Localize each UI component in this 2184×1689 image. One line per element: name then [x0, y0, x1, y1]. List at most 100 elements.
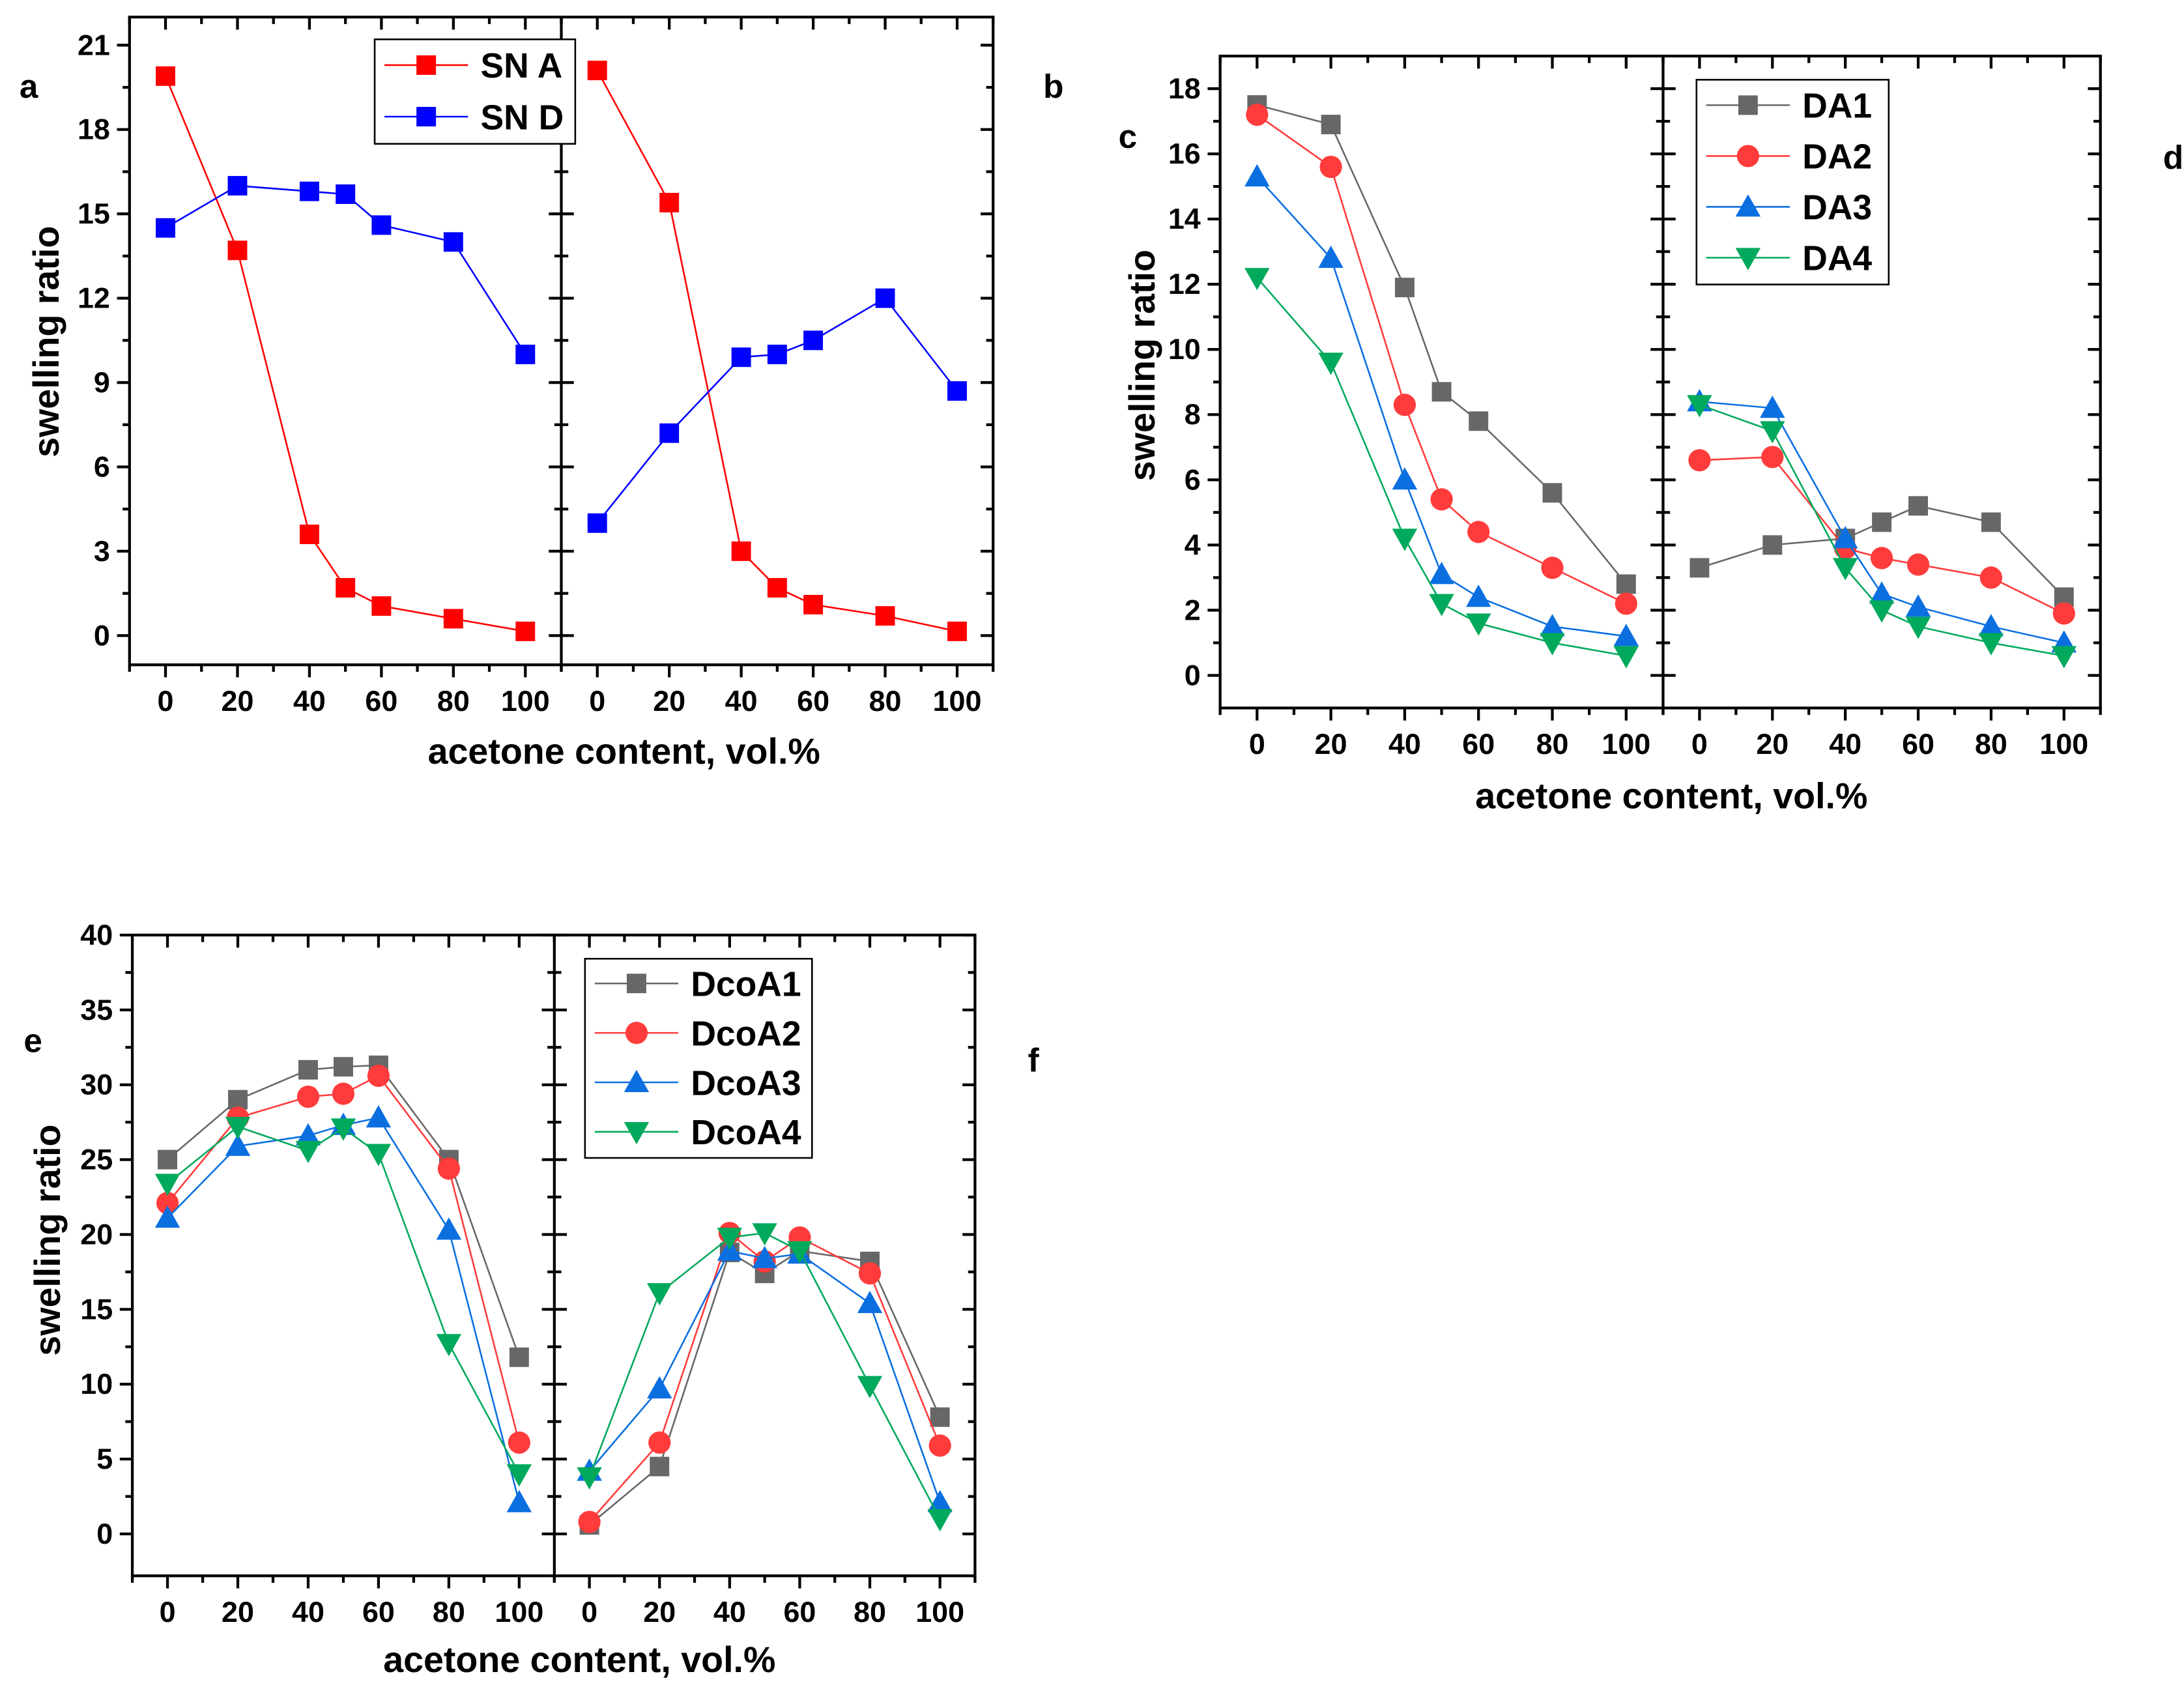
legend-label: DcoA1 — [691, 965, 801, 1003]
data-point — [1392, 467, 1418, 490]
x-tick-label: 60 — [365, 684, 397, 717]
legend-marker — [624, 1069, 650, 1092]
x-tick-label: 60 — [362, 1595, 395, 1628]
data-point — [858, 1262, 882, 1285]
x-tick-label: 60 — [1462, 727, 1495, 760]
data-point — [1429, 562, 1454, 585]
legend-marker — [416, 55, 437, 75]
data-point — [1469, 411, 1489, 431]
x-tick-label: 0 — [158, 684, 174, 717]
panel-label: e — [23, 1022, 42, 1060]
data-point — [578, 1510, 601, 1533]
y-axis-title: swelling ratio — [26, 226, 66, 457]
x-tick-label: 20 — [222, 684, 254, 717]
x-tick-label: 80 — [869, 684, 902, 717]
data-point — [1869, 581, 1895, 604]
series-line-dcoa1 — [588, 1250, 941, 1526]
y-tick-label: 25 — [80, 1143, 113, 1176]
x-tick-label: 40 — [1829, 727, 1861, 760]
data-point — [648, 1431, 671, 1454]
legend-label: DA3 — [1802, 189, 1872, 227]
data-point — [1244, 268, 1270, 291]
data-point — [225, 1117, 251, 1140]
data-point — [367, 1064, 390, 1088]
y-axis-title: swelling ratio — [27, 1125, 68, 1356]
data-point — [857, 1376, 883, 1398]
data-point — [2051, 646, 2077, 669]
data-point — [366, 1144, 392, 1166]
data-point — [767, 578, 787, 598]
chart-group-2: 0 5 10 15 20 25 30 35 40 0 20 40 60 80 100 e 0 20 40 60 80 10… — [23, 918, 1039, 1680]
x-tick-label: 20 — [1756, 727, 1789, 760]
x-tick-label: 40 — [293, 684, 326, 717]
series-line-sn-a — [164, 76, 526, 633]
data-point — [299, 525, 319, 545]
data-point — [1392, 528, 1418, 551]
data-point — [1760, 396, 1785, 418]
x-tick-label: 100 — [933, 684, 982, 717]
data-point — [508, 1431, 530, 1454]
data-point — [156, 66, 176, 86]
x-tick-label: 80 — [1536, 727, 1569, 760]
legend-box — [373, 38, 577, 145]
data-point — [154, 1205, 180, 1228]
data-point — [646, 1283, 672, 1306]
data-point — [659, 423, 680, 443]
x-tick-label: 40 — [713, 1595, 746, 1628]
legend-marker — [416, 107, 437, 126]
legend-box — [584, 958, 813, 1159]
data-point — [1319, 156, 1342, 179]
data-point — [1394, 278, 1415, 298]
legend-label: DA2 — [1802, 138, 1872, 177]
data-point — [506, 1464, 532, 1487]
panel-label: c — [1119, 118, 1138, 155]
y-tick-label: 18 — [78, 113, 110, 146]
series-line-dcoa3 — [588, 1250, 941, 1503]
data-point — [227, 176, 248, 196]
x-tick-label: 0 — [581, 1595, 597, 1628]
y-tick-label: 20 — [80, 1217, 113, 1250]
legend-box — [1695, 79, 1890, 285]
data-point — [295, 1123, 321, 1146]
data-point — [227, 240, 248, 261]
data-point — [1978, 614, 2004, 637]
data-point — [731, 347, 751, 368]
data-point — [752, 1223, 777, 1246]
data-point — [298, 1060, 318, 1080]
legend-label: DcoA2 — [691, 1015, 801, 1053]
data-point — [1689, 558, 1710, 578]
data-point — [803, 330, 824, 351]
y-tick-label: 15 — [80, 1292, 113, 1325]
data-point — [1761, 446, 1784, 469]
data-point — [336, 184, 356, 204]
x-axis-title: acetone content, vol.% — [383, 1639, 775, 1680]
y-tick-label: 10 — [1168, 332, 1201, 366]
data-point — [1869, 600, 1895, 623]
data-point — [1871, 547, 1893, 570]
data-point — [857, 1290, 883, 1314]
data-point — [1832, 558, 1858, 581]
chart-group-0: 0 3 6 9 12 15 18 21 0 20 40 60 80 100 a 0 20 40 60 80 100 b sw… — [20, 16, 1064, 772]
panel-label: b — [1043, 68, 1063, 105]
data-point — [1832, 526, 1858, 549]
data-point — [1760, 421, 1785, 444]
panel-label: d — [2163, 139, 2183, 176]
data-point — [509, 1347, 529, 1367]
data-point — [752, 1245, 777, 1269]
data-point — [1905, 594, 1931, 617]
data-point — [2052, 602, 2075, 625]
data-point — [927, 1509, 953, 1532]
data-point — [506, 1490, 532, 1512]
y-tick-label: 5 — [96, 1442, 113, 1475]
data-point — [1244, 164, 1270, 187]
data-point — [1616, 574, 1636, 594]
data-point — [295, 1140, 321, 1164]
data-point — [296, 1085, 320, 1108]
data-point — [1465, 585, 1491, 607]
legend-marker — [624, 1121, 650, 1145]
x-tick-label: 0 — [160, 1595, 176, 1628]
x-tick-label: 100 — [495, 1595, 543, 1628]
x-axis-title: acetone content, vol.% — [1475, 775, 1867, 816]
data-point — [787, 1241, 812, 1263]
